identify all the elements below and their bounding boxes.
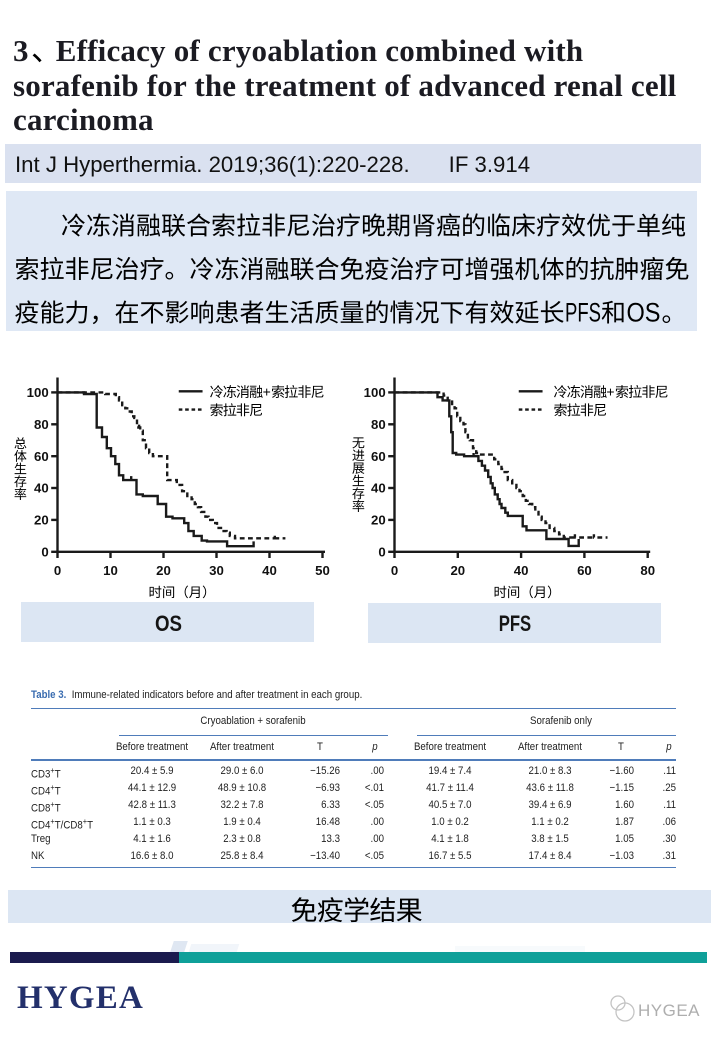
svg-text:10: 10 <box>103 563 118 578</box>
svg-text:20: 20 <box>371 513 386 528</box>
svg-text:60: 60 <box>371 449 386 464</box>
svg-text:80: 80 <box>34 417 49 432</box>
svg-text:60: 60 <box>577 563 592 578</box>
svg-text:20: 20 <box>156 563 171 578</box>
svg-text:20: 20 <box>450 563 465 578</box>
svg-text:0: 0 <box>391 563 398 578</box>
svg-text:60: 60 <box>34 449 49 464</box>
svg-text:OS: OS <box>627 298 661 328</box>
svg-text:100: 100 <box>27 385 49 400</box>
svg-text:20: 20 <box>34 513 49 528</box>
svg-text:40: 40 <box>262 563 277 578</box>
svg-text:30: 30 <box>209 563 224 578</box>
svg-text:PFS: PFS <box>565 298 601 328</box>
svg-text:PFS: PFS <box>499 611 532 636</box>
svg-text:OS: OS <box>155 611 182 636</box>
svg-text:40: 40 <box>34 481 49 496</box>
svg-text:+: + <box>263 383 271 399</box>
svg-text:0: 0 <box>41 545 48 560</box>
svg-text:0: 0 <box>54 563 61 578</box>
svg-text:50: 50 <box>315 563 330 578</box>
svg-text:40: 40 <box>371 481 386 496</box>
svg-text:0: 0 <box>378 545 385 560</box>
svg-text:80: 80 <box>640 563 655 578</box>
svg-text:100: 100 <box>364 385 386 400</box>
svg-text:40: 40 <box>514 563 529 578</box>
svg-text:80: 80 <box>371 417 386 432</box>
svg-text:+: + <box>606 383 614 399</box>
